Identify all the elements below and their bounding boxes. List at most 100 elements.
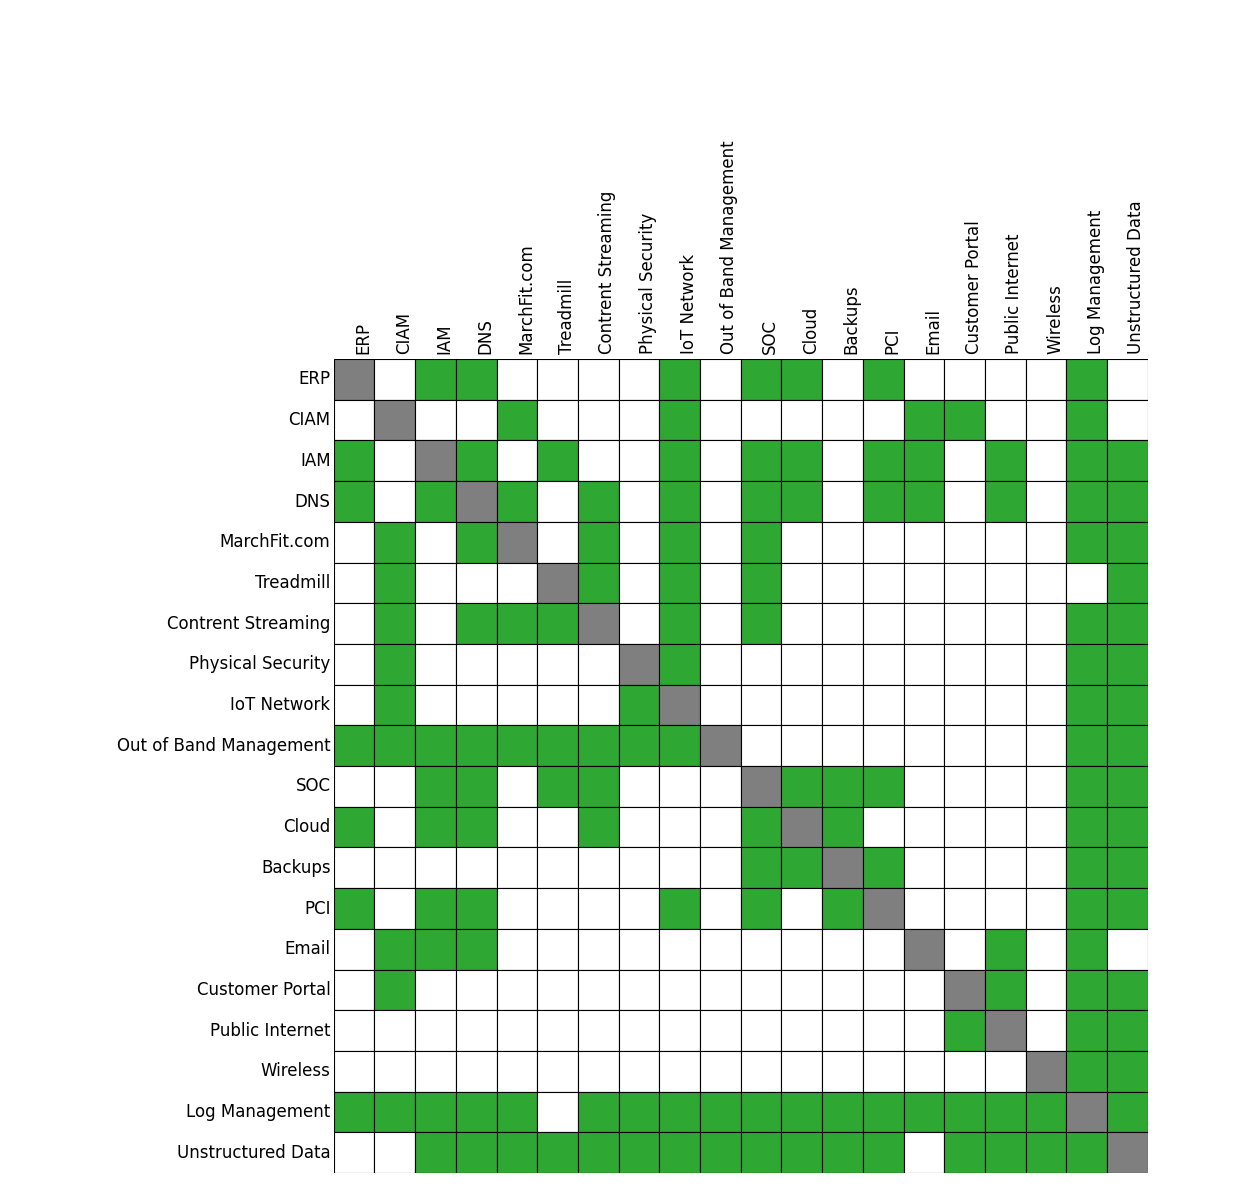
Bar xyxy=(782,929,822,970)
Bar xyxy=(985,603,1026,644)
Text: DNS: DNS xyxy=(477,318,494,354)
Bar xyxy=(1107,685,1148,725)
Bar xyxy=(822,888,863,929)
Bar xyxy=(1026,400,1067,440)
Bar xyxy=(497,603,538,644)
Bar xyxy=(415,400,456,440)
Bar xyxy=(904,766,944,807)
Bar xyxy=(863,970,904,1010)
Bar xyxy=(538,400,578,440)
Bar xyxy=(700,847,741,888)
Bar xyxy=(782,685,822,725)
Text: Treadmill: Treadmill xyxy=(558,279,575,354)
Bar xyxy=(660,929,700,970)
Bar xyxy=(415,888,456,929)
Bar xyxy=(863,481,904,522)
Bar xyxy=(1107,929,1148,970)
Bar xyxy=(660,522,700,563)
Text: Public Internet: Public Internet xyxy=(210,1021,330,1040)
Bar xyxy=(782,970,822,1010)
Text: Public Internet: Public Internet xyxy=(1005,233,1023,354)
Bar xyxy=(904,1092,944,1132)
Bar xyxy=(1026,1092,1067,1132)
Bar xyxy=(904,1010,944,1051)
Bar xyxy=(741,522,782,563)
Bar xyxy=(1026,929,1067,970)
Bar xyxy=(1026,970,1067,1010)
Bar xyxy=(1107,970,1148,1010)
Bar xyxy=(863,400,904,440)
Bar xyxy=(863,725,904,766)
Bar xyxy=(741,847,782,888)
Bar xyxy=(782,481,822,522)
Bar xyxy=(1107,1132,1148,1173)
Bar xyxy=(619,847,660,888)
Bar xyxy=(1067,685,1107,725)
Bar xyxy=(782,644,822,685)
Bar xyxy=(904,970,944,1010)
Bar xyxy=(700,1051,741,1092)
Bar xyxy=(415,440,456,481)
Bar xyxy=(944,725,985,766)
Bar xyxy=(822,563,863,603)
Bar xyxy=(334,1092,375,1132)
Bar xyxy=(660,888,700,929)
Bar xyxy=(741,685,782,725)
Bar xyxy=(944,481,985,522)
Bar xyxy=(1107,563,1148,603)
Bar xyxy=(822,522,863,563)
Bar xyxy=(375,522,415,563)
Text: Cloud: Cloud xyxy=(284,818,330,837)
Bar xyxy=(415,481,456,522)
Bar xyxy=(1067,970,1107,1010)
Bar xyxy=(497,522,538,563)
Bar xyxy=(660,603,700,644)
Bar xyxy=(822,359,863,400)
Bar xyxy=(782,1010,822,1051)
Bar xyxy=(741,929,782,970)
Bar xyxy=(1026,847,1067,888)
Bar xyxy=(700,1010,741,1051)
Text: Out of Band Management: Out of Band Management xyxy=(721,140,738,354)
Bar xyxy=(497,359,538,400)
Bar xyxy=(782,807,822,847)
Bar xyxy=(375,1132,415,1173)
Bar xyxy=(741,970,782,1010)
Bar xyxy=(1107,766,1148,807)
Bar xyxy=(578,1132,619,1173)
Text: CIAM: CIAM xyxy=(395,312,413,354)
Bar xyxy=(375,807,415,847)
Bar xyxy=(741,644,782,685)
Bar xyxy=(660,847,700,888)
Bar xyxy=(578,766,619,807)
Bar xyxy=(578,847,619,888)
Bar xyxy=(660,563,700,603)
Bar xyxy=(1026,440,1067,481)
Bar xyxy=(456,929,497,970)
Bar xyxy=(538,603,578,644)
Bar xyxy=(1026,807,1067,847)
Bar xyxy=(1026,766,1067,807)
Bar xyxy=(944,400,985,440)
Text: DNS: DNS xyxy=(295,492,330,511)
Bar xyxy=(1067,929,1107,970)
Bar xyxy=(415,847,456,888)
Bar xyxy=(741,400,782,440)
Bar xyxy=(375,970,415,1010)
Bar xyxy=(944,603,985,644)
Bar xyxy=(538,929,578,970)
Bar xyxy=(822,685,863,725)
Bar xyxy=(944,1010,985,1051)
Bar xyxy=(456,766,497,807)
Text: PCI: PCI xyxy=(883,328,901,354)
Bar xyxy=(497,1051,538,1092)
Bar xyxy=(578,929,619,970)
Text: Physical Security: Physical Security xyxy=(189,655,330,674)
Bar xyxy=(497,929,538,970)
Bar xyxy=(985,847,1026,888)
Bar xyxy=(782,766,822,807)
Bar xyxy=(497,440,538,481)
Bar xyxy=(619,481,660,522)
Bar xyxy=(1026,481,1067,522)
Bar xyxy=(1067,807,1107,847)
